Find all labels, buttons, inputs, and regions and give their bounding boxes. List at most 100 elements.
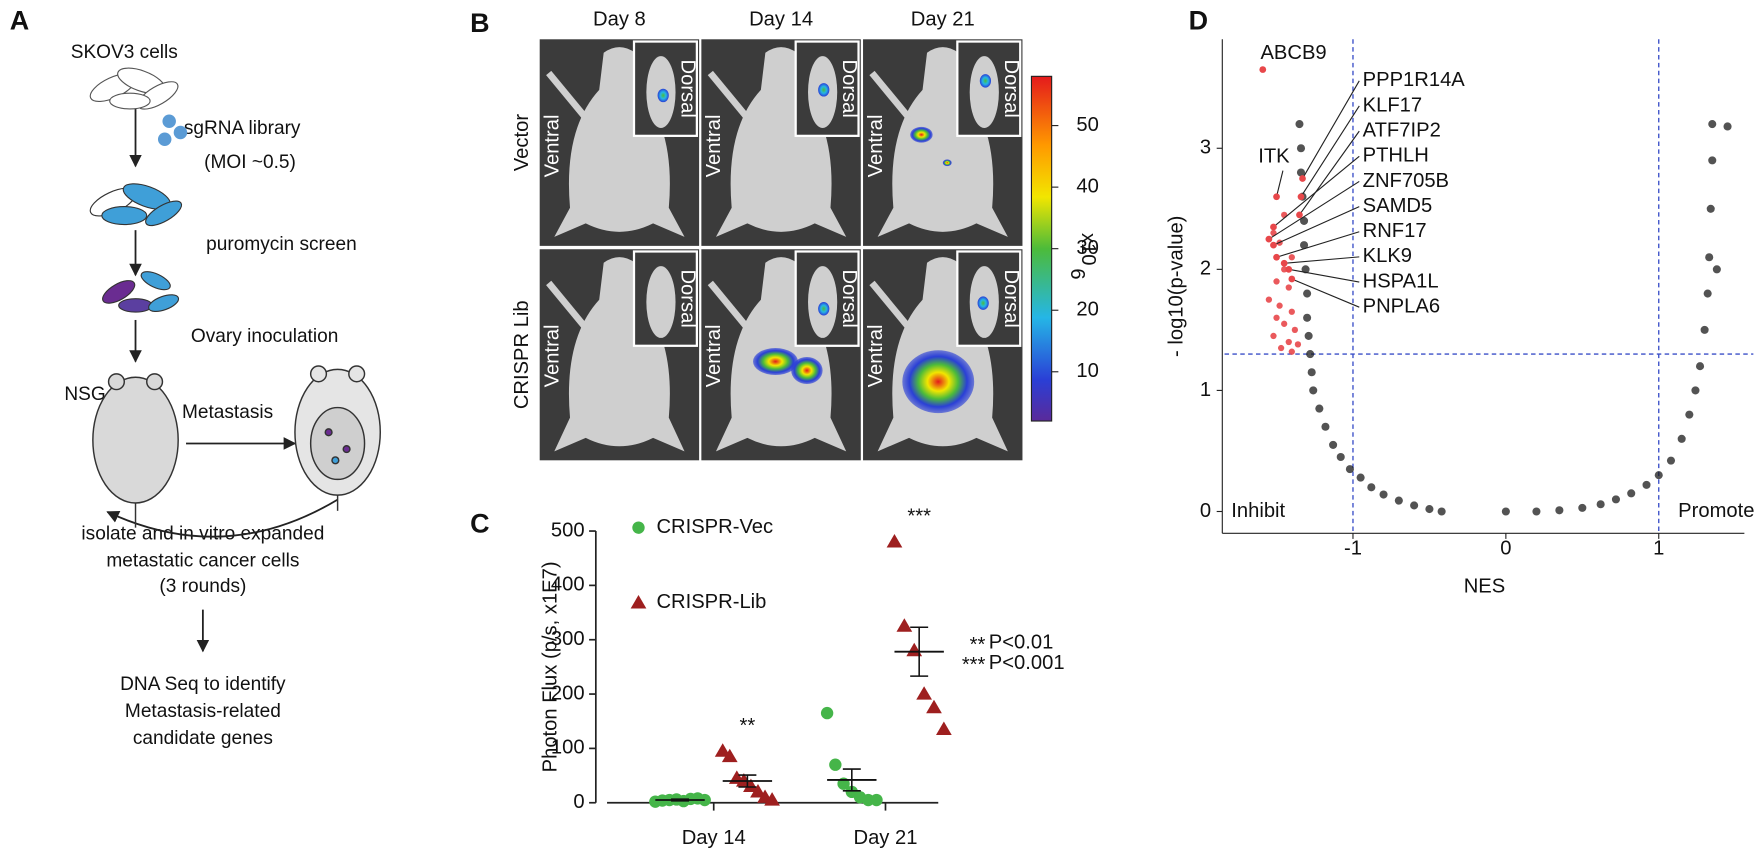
cells-transduced <box>89 183 183 227</box>
step-text: puromycin screen <box>206 234 357 255</box>
point <box>1703 289 1712 298</box>
gene-point <box>1285 265 1293 273</box>
step-text: candidate genes <box>133 728 273 749</box>
point <box>1356 473 1365 482</box>
point <box>1315 404 1324 413</box>
point <box>1306 350 1315 359</box>
point <box>1270 332 1277 340</box>
gene-leader <box>1299 130 1360 216</box>
mouse-arm <box>546 70 589 121</box>
point <box>1304 331 1313 340</box>
point <box>936 721 952 735</box>
gene-point <box>1296 211 1303 219</box>
colorbar-tick-label: 30 <box>1076 237 1098 259</box>
x-tick-label: -1 <box>1344 537 1362 559</box>
point <box>870 793 883 807</box>
mouse-arm <box>869 70 912 121</box>
point <box>1695 362 1705 371</box>
note-stars: *** <box>962 654 986 676</box>
point <box>1532 507 1541 516</box>
point <box>1685 410 1694 419</box>
point <box>1288 308 1295 315</box>
point <box>1276 302 1283 309</box>
y-tick-label: 0 <box>573 791 584 813</box>
panel-a: A SKOV3 cells sgRNA library (MOI ~0.5) p… <box>10 6 381 749</box>
view-label: Ventral <box>865 324 887 387</box>
mouse-nsg <box>92 373 179 528</box>
x-tick-label: 0 <box>1500 537 1511 559</box>
view-label: Ventral <box>703 115 725 178</box>
step-text: Metastasis-related <box>125 701 281 722</box>
gene-point <box>1297 193 1305 201</box>
gene-label: PTHLH <box>1363 145 1429 167</box>
gene-leader <box>1273 206 1360 246</box>
gene-label: ATF7IP2 <box>1363 119 1441 141</box>
panel-c: C 0 100 200 300 400 500 Photon Flux (p/s, x1E7… <box>470 506 1064 849</box>
point <box>1654 471 1663 480</box>
colorbar <box>1030 75 1053 422</box>
gene-point <box>1273 193 1280 201</box>
point <box>1277 344 1285 352</box>
point <box>1321 422 1330 431</box>
colorbar-tick-label: 10 <box>1076 360 1098 382</box>
point <box>1691 386 1700 395</box>
gene-point <box>1299 175 1306 182</box>
point <box>1706 204 1715 213</box>
column-header: Day 8 <box>593 9 646 31</box>
gene-point <box>1259 66 1267 73</box>
point <box>750 784 766 798</box>
legend-marker <box>630 595 647 609</box>
point <box>926 699 942 714</box>
point <box>820 706 834 720</box>
gene-point <box>1273 253 1280 261</box>
view-label: Ventral <box>865 115 887 178</box>
point <box>1723 122 1732 131</box>
point <box>1501 507 1510 516</box>
colorbar-tick-label: 20 <box>1076 299 1098 321</box>
y-tick-label: 400 <box>551 574 585 596</box>
signal <box>753 348 798 375</box>
significance: *** <box>907 506 931 528</box>
colorbar-tick-label: 50 <box>1076 114 1098 136</box>
point <box>1367 483 1376 492</box>
y-tick-label: 1 <box>1200 379 1211 401</box>
point <box>1329 440 1338 449</box>
point <box>886 534 903 548</box>
step-text: (MOI ~0.5) <box>204 152 296 173</box>
view-label: Dorsal <box>676 269 698 327</box>
step-text: SKOV3 cells <box>71 42 178 63</box>
point <box>1303 289 1312 298</box>
signal <box>818 83 830 97</box>
point <box>1705 253 1714 262</box>
note-text: P<0.01 <box>989 632 1054 654</box>
signal <box>979 74 992 88</box>
point <box>1295 120 1304 129</box>
gene-leader <box>1276 231 1360 258</box>
point <box>1294 341 1302 348</box>
step-text: DNA Seq to identify <box>120 674 286 695</box>
point <box>1410 501 1419 510</box>
step-text: (3 rounds) <box>159 576 246 597</box>
point <box>1379 490 1388 499</box>
x-tick-label: Day 21 <box>854 827 918 849</box>
gene-label: SAMD5 <box>1363 195 1433 217</box>
view-label: Dorsal <box>676 60 698 118</box>
point <box>743 778 759 793</box>
legend-label: CRISPR-Lib <box>656 591 766 613</box>
signal <box>791 357 823 384</box>
point <box>1627 489 1636 498</box>
view-label: Ventral <box>703 324 725 387</box>
point <box>1265 296 1273 303</box>
y-tick-label: 500 <box>551 519 585 541</box>
gene-leader <box>1268 180 1360 240</box>
row-label: CRISPR Lib <box>511 300 533 409</box>
inset-mouse <box>808 266 838 338</box>
gene-label: ZNF705B <box>1363 170 1449 192</box>
point <box>1677 434 1686 443</box>
point <box>1288 254 1295 261</box>
legend-marker <box>632 521 645 534</box>
note-text: P<0.001 <box>989 652 1065 674</box>
x-tick-label: 1 <box>1653 537 1664 559</box>
